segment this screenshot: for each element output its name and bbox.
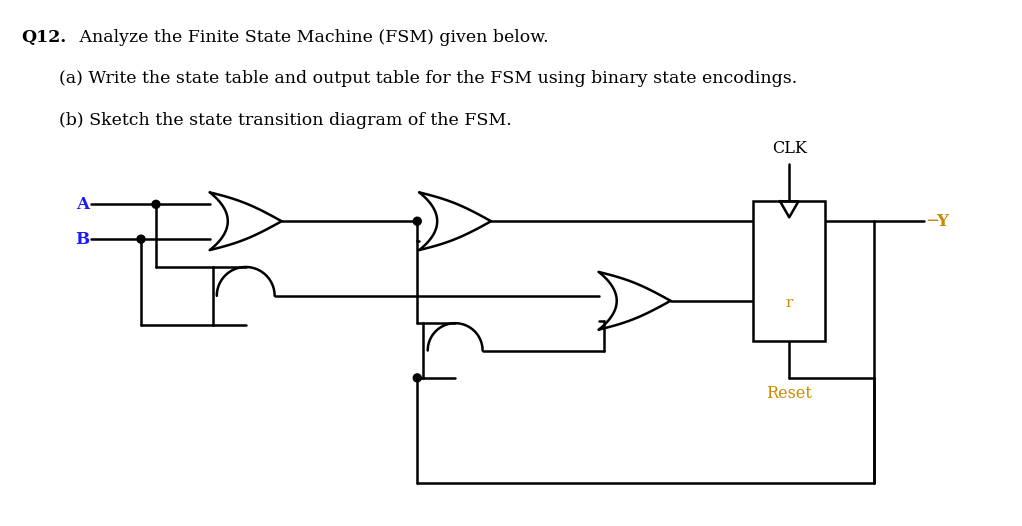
Circle shape <box>152 200 160 208</box>
Bar <box>753 201 825 341</box>
Circle shape <box>413 374 421 382</box>
Text: r: r <box>786 296 793 310</box>
Text: Reset: Reset <box>766 386 812 402</box>
Text: A: A <box>77 196 89 213</box>
Circle shape <box>137 235 145 243</box>
Text: Analyze the Finite State Machine (FSM) given below.: Analyze the Finite State Machine (FSM) g… <box>75 29 549 46</box>
Text: Q12.: Q12. <box>21 29 66 46</box>
Text: (a) Write the state table and output table for the FSM using binary state encodi: (a) Write the state table and output tab… <box>59 70 797 87</box>
Text: (b) Sketch the state transition diagram of the FSM.: (b) Sketch the state transition diagram … <box>59 112 512 129</box>
Text: CLK: CLK <box>772 139 806 157</box>
Text: B: B <box>75 230 89 248</box>
Text: ─Y: ─Y <box>927 213 948 230</box>
Circle shape <box>413 217 421 225</box>
